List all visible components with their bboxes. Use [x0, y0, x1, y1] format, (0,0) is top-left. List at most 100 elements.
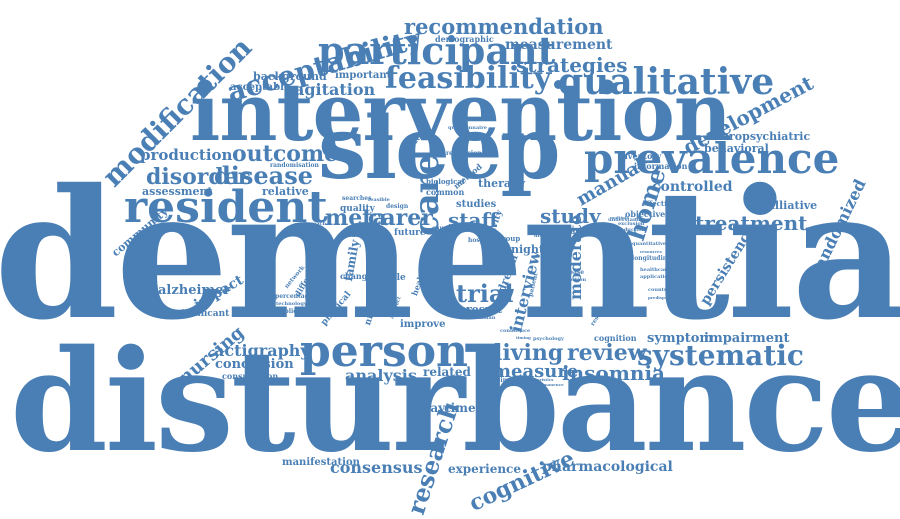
word: exclusion	[618, 221, 645, 227]
word: reduction	[618, 227, 646, 233]
word: regression	[446, 150, 482, 157]
word: biological	[426, 177, 465, 186]
word: permanence	[536, 382, 564, 387]
word: benefit	[428, 255, 448, 261]
word: measure	[492, 361, 579, 382]
word: proportion	[556, 277, 587, 283]
word: inventory	[619, 151, 662, 161]
word: questionnaire	[448, 125, 487, 131]
word: feasible	[368, 197, 390, 203]
word: night	[511, 243, 544, 256]
word: demographic	[435, 34, 494, 44]
word: staff	[448, 208, 498, 232]
word: disturbance	[10, 320, 900, 484]
word: characteristics	[520, 377, 554, 382]
word: participant	[318, 28, 556, 73]
word: randomisation	[270, 162, 319, 169]
word: conclusion	[215, 357, 294, 372]
word: disease	[214, 161, 314, 190]
word: prevalence	[584, 134, 840, 183]
word: trial	[456, 279, 514, 308]
word: common	[426, 187, 465, 197]
word: timing	[516, 335, 531, 340]
word: eligible	[368, 273, 406, 283]
word: sleep	[318, 98, 561, 199]
word: consultation	[222, 371, 279, 381]
word: predisposition	[648, 295, 681, 300]
word: quality	[340, 204, 375, 214]
word: psychology	[533, 336, 564, 342]
word: acceptable	[230, 82, 291, 93]
word: understanding	[608, 217, 650, 223]
word: review	[567, 340, 647, 366]
word: life	[430, 265, 443, 274]
word: analysis	[345, 366, 417, 385]
word: studies	[456, 199, 497, 210]
word: disorder	[146, 164, 250, 190]
word: objective	[625, 209, 666, 219]
word: relative	[262, 185, 309, 198]
word: longitudinal	[632, 255, 674, 262]
word: future	[394, 228, 426, 238]
word: change	[340, 271, 373, 281]
word: database	[554, 269, 585, 276]
word: neuropsychiatric	[706, 130, 811, 143]
word: improve	[400, 319, 446, 330]
word: resources	[640, 249, 662, 254]
word: impairment	[704, 331, 790, 346]
word: person	[300, 326, 469, 377]
word: manifestation	[282, 457, 360, 468]
word: light	[448, 267, 464, 274]
word: technology	[276, 301, 307, 307]
word: cause	[432, 225, 452, 232]
word: excluded	[282, 229, 307, 235]
word: intervention	[190, 65, 732, 159]
word: meta	[325, 205, 387, 231]
word: actigraphy	[214, 341, 310, 360]
word: related	[423, 365, 471, 379]
word: disciplines	[534, 233, 565, 239]
bullet-dot	[554, 80, 563, 89]
word: palliative	[760, 199, 818, 212]
word: effectiveness	[642, 199, 693, 208]
word: assessment	[142, 185, 213, 198]
word: important	[335, 70, 392, 81]
word: strategies	[516, 53, 628, 77]
word: quantitative	[632, 241, 667, 247]
word: behavioral	[704, 142, 769, 155]
word: carer	[368, 205, 433, 231]
word: simulated	[497, 377, 531, 384]
word: information	[634, 161, 688, 171]
word: cognition	[594, 333, 637, 343]
word: core	[456, 263, 491, 279]
word: feasibility	[385, 61, 552, 96]
word: study	[540, 204, 601, 228]
word: background	[253, 70, 327, 83]
word: percentage	[275, 293, 313, 300]
word: hospital	[468, 237, 496, 244]
word: result	[466, 303, 503, 316]
word: group	[497, 234, 521, 243]
word: dementia	[0, 150, 900, 359]
word: insomnia	[562, 361, 665, 385]
word: qualitative	[558, 61, 775, 103]
word: confidence	[500, 328, 531, 334]
word: significant	[176, 309, 230, 319]
word: daytime	[422, 401, 476, 415]
word: systematic	[637, 339, 804, 372]
word: production	[140, 146, 233, 164]
word: recommendation	[404, 14, 604, 39]
word: design	[386, 203, 409, 210]
word: experience	[448, 462, 521, 476]
word: country	[648, 287, 670, 293]
word: therapy	[478, 177, 526, 190]
word: outcome	[232, 141, 339, 167]
word: minimum	[545, 227, 583, 236]
word: symptom	[647, 331, 714, 346]
word: multiple	[610, 215, 629, 220]
word: agitation	[294, 80, 376, 99]
word: living	[494, 340, 564, 366]
word: human	[476, 315, 496, 321]
word: measurement	[505, 37, 613, 53]
